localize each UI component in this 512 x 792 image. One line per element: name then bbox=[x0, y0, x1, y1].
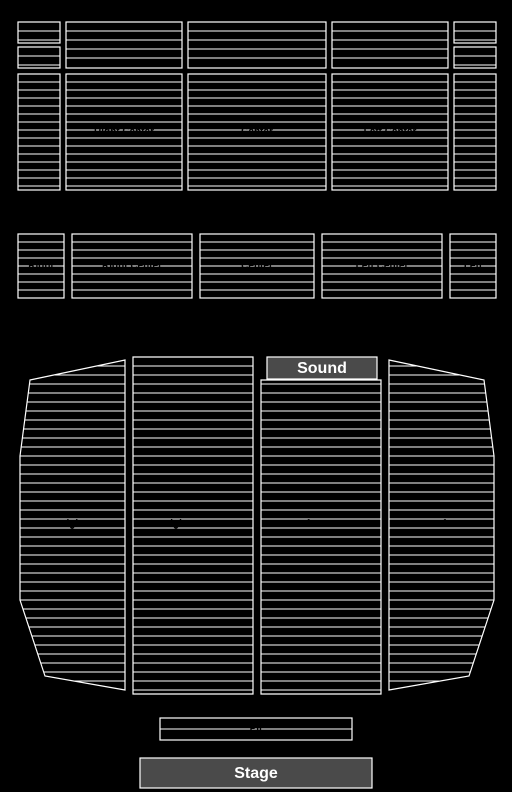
orch-label-left: Left bbox=[431, 519, 450, 530]
orch-section-right-center[interactable]: Right Center bbox=[128, 357, 258, 694]
balcony-level: Right Center Center Left Center bbox=[18, 22, 496, 190]
mezz-section-mez-left-center[interactable]: Left Center bbox=[322, 234, 442, 298]
orch-label-left-center: Left Center bbox=[295, 519, 348, 530]
mezz-label-mez-far-right: Right bbox=[28, 261, 54, 272]
balcony-section-bal-center[interactable]: Center bbox=[188, 22, 326, 190]
pit-label: Pit bbox=[250, 724, 263, 735]
mezz-section-mez-right-center[interactable]: Right Center bbox=[72, 234, 192, 298]
mezz-label-mez-far-left: Left bbox=[464, 261, 483, 272]
orch-label-right-center: Right Center bbox=[163, 519, 223, 530]
balcony-label-bal-center: Center bbox=[241, 127, 273, 138]
mezz-section-mez-far-left[interactable]: Left bbox=[450, 234, 496, 298]
orchestra-level: Right Right Center Left Center Left bbox=[15, 357, 499, 694]
sound-label: Sound bbox=[297, 360, 347, 377]
balcony-label-bal-left-center: Left Center bbox=[364, 127, 417, 138]
mezz-section-mez-center[interactable]: Center bbox=[200, 234, 314, 298]
mezzanine-level: Right Right Center Center Left Center Left bbox=[18, 234, 496, 298]
orch-section-left[interactable]: Left bbox=[384, 360, 499, 690]
mezz-label-mez-left-center: Left Center bbox=[356, 261, 409, 272]
balcony-section-bal-far-left[interactable] bbox=[454, 22, 496, 190]
balcony-label-bal-right-center: Right Center bbox=[94, 127, 154, 138]
mezz-label-mez-right-center: Right Center bbox=[102, 261, 162, 272]
orch-section-right[interactable]: Right bbox=[15, 360, 130, 690]
stage-label: Stage bbox=[234, 765, 278, 782]
sound-booth: Sound bbox=[267, 357, 377, 379]
mezz-section-mez-far-right[interactable]: Right bbox=[18, 234, 64, 298]
orch-label-right: Right bbox=[59, 519, 85, 530]
orch-section-left-center[interactable]: Left Center bbox=[256, 366, 386, 694]
mezz-label-mez-center: Center bbox=[241, 261, 273, 272]
balcony-section-bal-right-center[interactable]: Right Center bbox=[66, 22, 182, 190]
balcony-section-bal-far-right[interactable] bbox=[18, 22, 60, 190]
balcony-section-bal-left-center[interactable]: Left Center bbox=[332, 22, 448, 190]
seating-chart: Right CenterCenterLeft CenterRightRight … bbox=[0, 0, 512, 792]
pit-section[interactable]: Pit bbox=[160, 718, 352, 740]
stage: Stage bbox=[140, 758, 372, 788]
